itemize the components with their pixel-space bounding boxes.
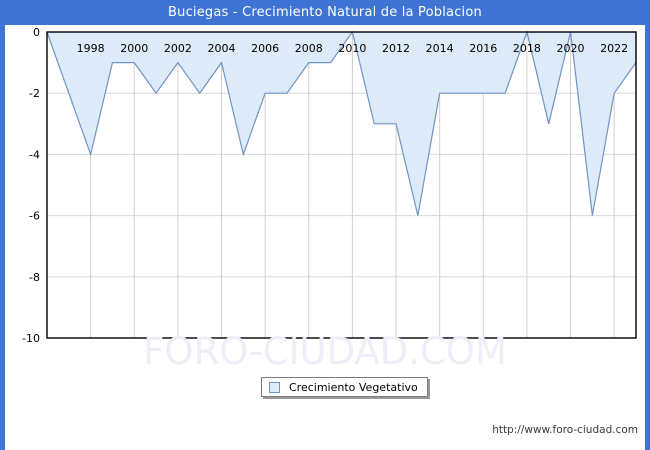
window-title: Buciegas - Crecimiento Natural de la Pob…	[0, 0, 650, 25]
y-axis-tick-label: -6	[29, 210, 40, 223]
plot-frame	[46, 31, 637, 339]
x-axis-tick-label: 2010	[338, 42, 366, 55]
x-axis-tick-label: 2020	[557, 42, 585, 55]
x-axis-tick-label: 2018	[513, 42, 541, 55]
y-axis-tick-label: 0	[33, 26, 40, 39]
y-axis-tick-label: -8	[29, 271, 40, 284]
footer-url: http://www.foro-ciudad.com	[492, 424, 638, 436]
x-axis-tick-label: 2006	[251, 42, 279, 55]
series-area-crecimiento-vegetativo	[47, 32, 636, 216]
x-axis-tick-label: 2008	[295, 42, 323, 55]
x-axis-tick-label: 2022	[600, 42, 628, 55]
x-axis-tick-label: 1998	[77, 42, 105, 55]
legend-label: Crecimiento Vegetativo	[289, 380, 418, 394]
chart-svg: 0 -2 -4 -6 -8 -10 1998 2000 2002 2004 2006 2008 2010…	[22, 26, 637, 345]
series-line-crecimiento-vegetativo	[46, 29, 637, 216]
y-axis-tick-label: -10	[22, 332, 40, 345]
x-axis-tick-label: 2016	[469, 42, 497, 55]
x-axis-tick-label: 2000	[120, 42, 148, 55]
x-axis-tick-label: 2014	[426, 42, 454, 55]
x-axis-tick-label: 2004	[208, 42, 236, 55]
y-axis-tick-label: -4	[29, 148, 40, 161]
x-axis-tick-label: 2012	[382, 42, 410, 55]
legend-swatch-icon	[269, 381, 280, 393]
x-axis-tick-label: 2002	[164, 42, 192, 55]
y-axis-tick-label: -2	[29, 87, 40, 100]
chart-legend: Crecimiento Vegetativo	[261, 377, 428, 397]
chart-plot-area: 0 -2 -4 -6 -8 -10 1998 2000 2002 2004 2006 2008 2010…	[5, 25, 645, 420]
